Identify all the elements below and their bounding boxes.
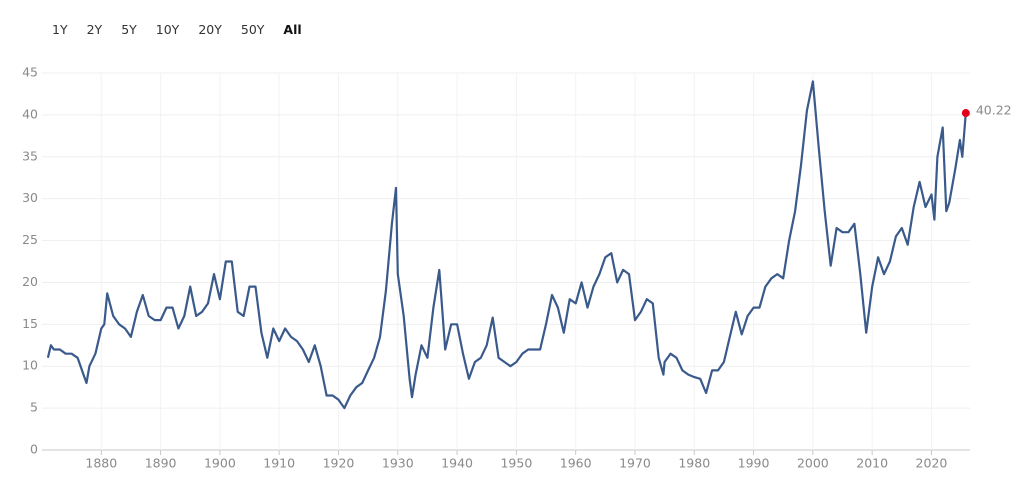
series-line bbox=[46, 80, 967, 410]
last-value-label: 40.22 bbox=[976, 103, 1012, 118]
y-tick-label: 45 bbox=[22, 65, 38, 80]
y-tick-label: 15 bbox=[22, 316, 38, 331]
range-button[interactable]: 1Y bbox=[44, 20, 76, 39]
x-tick-label: 2020 bbox=[916, 456, 948, 471]
range-selector: 1Y 2Y 5Y 10Y 20Y 50Y All bbox=[44, 20, 313, 39]
x-tick-label: 1930 bbox=[382, 456, 414, 471]
x-tick-label: 1970 bbox=[619, 456, 651, 471]
x-tick-label: 1980 bbox=[678, 456, 710, 471]
last-point bbox=[961, 109, 970, 118]
y-tick-label: 30 bbox=[22, 190, 38, 205]
x-tick-label: 1990 bbox=[738, 456, 770, 471]
x-tick-label: 1900 bbox=[204, 456, 236, 471]
x-tick-label: 1960 bbox=[560, 456, 592, 471]
x-tick-label: 1920 bbox=[323, 456, 355, 471]
x-tick-label: 1940 bbox=[441, 456, 473, 471]
x-tick-label: 1950 bbox=[500, 456, 532, 471]
y-tick-label: 25 bbox=[22, 232, 38, 247]
x-tick-label: 1910 bbox=[263, 456, 295, 471]
range-button[interactable]: 10Y bbox=[148, 20, 188, 39]
range-button[interactable]: 2Y bbox=[79, 20, 111, 39]
x-tick-label: 2010 bbox=[856, 456, 888, 471]
x-tick-label: 1890 bbox=[145, 456, 177, 471]
range-button[interactable]: 50Y bbox=[233, 20, 273, 39]
y-tick-label: 20 bbox=[22, 274, 38, 289]
x-tick-label: 1880 bbox=[85, 456, 117, 471]
range-button[interactable]: All bbox=[275, 20, 309, 39]
x-tick-label: 2000 bbox=[797, 456, 829, 471]
y-tick-label: 5 bbox=[30, 400, 38, 415]
range-button[interactable]: 20Y bbox=[190, 20, 230, 39]
y-tick-label: 40 bbox=[22, 106, 38, 121]
range-button[interactable]: 5Y bbox=[113, 20, 145, 39]
y-tick-label: 10 bbox=[22, 358, 38, 373]
y-tick-label: 35 bbox=[22, 148, 38, 163]
y-tick-label: 0 bbox=[30, 442, 38, 457]
